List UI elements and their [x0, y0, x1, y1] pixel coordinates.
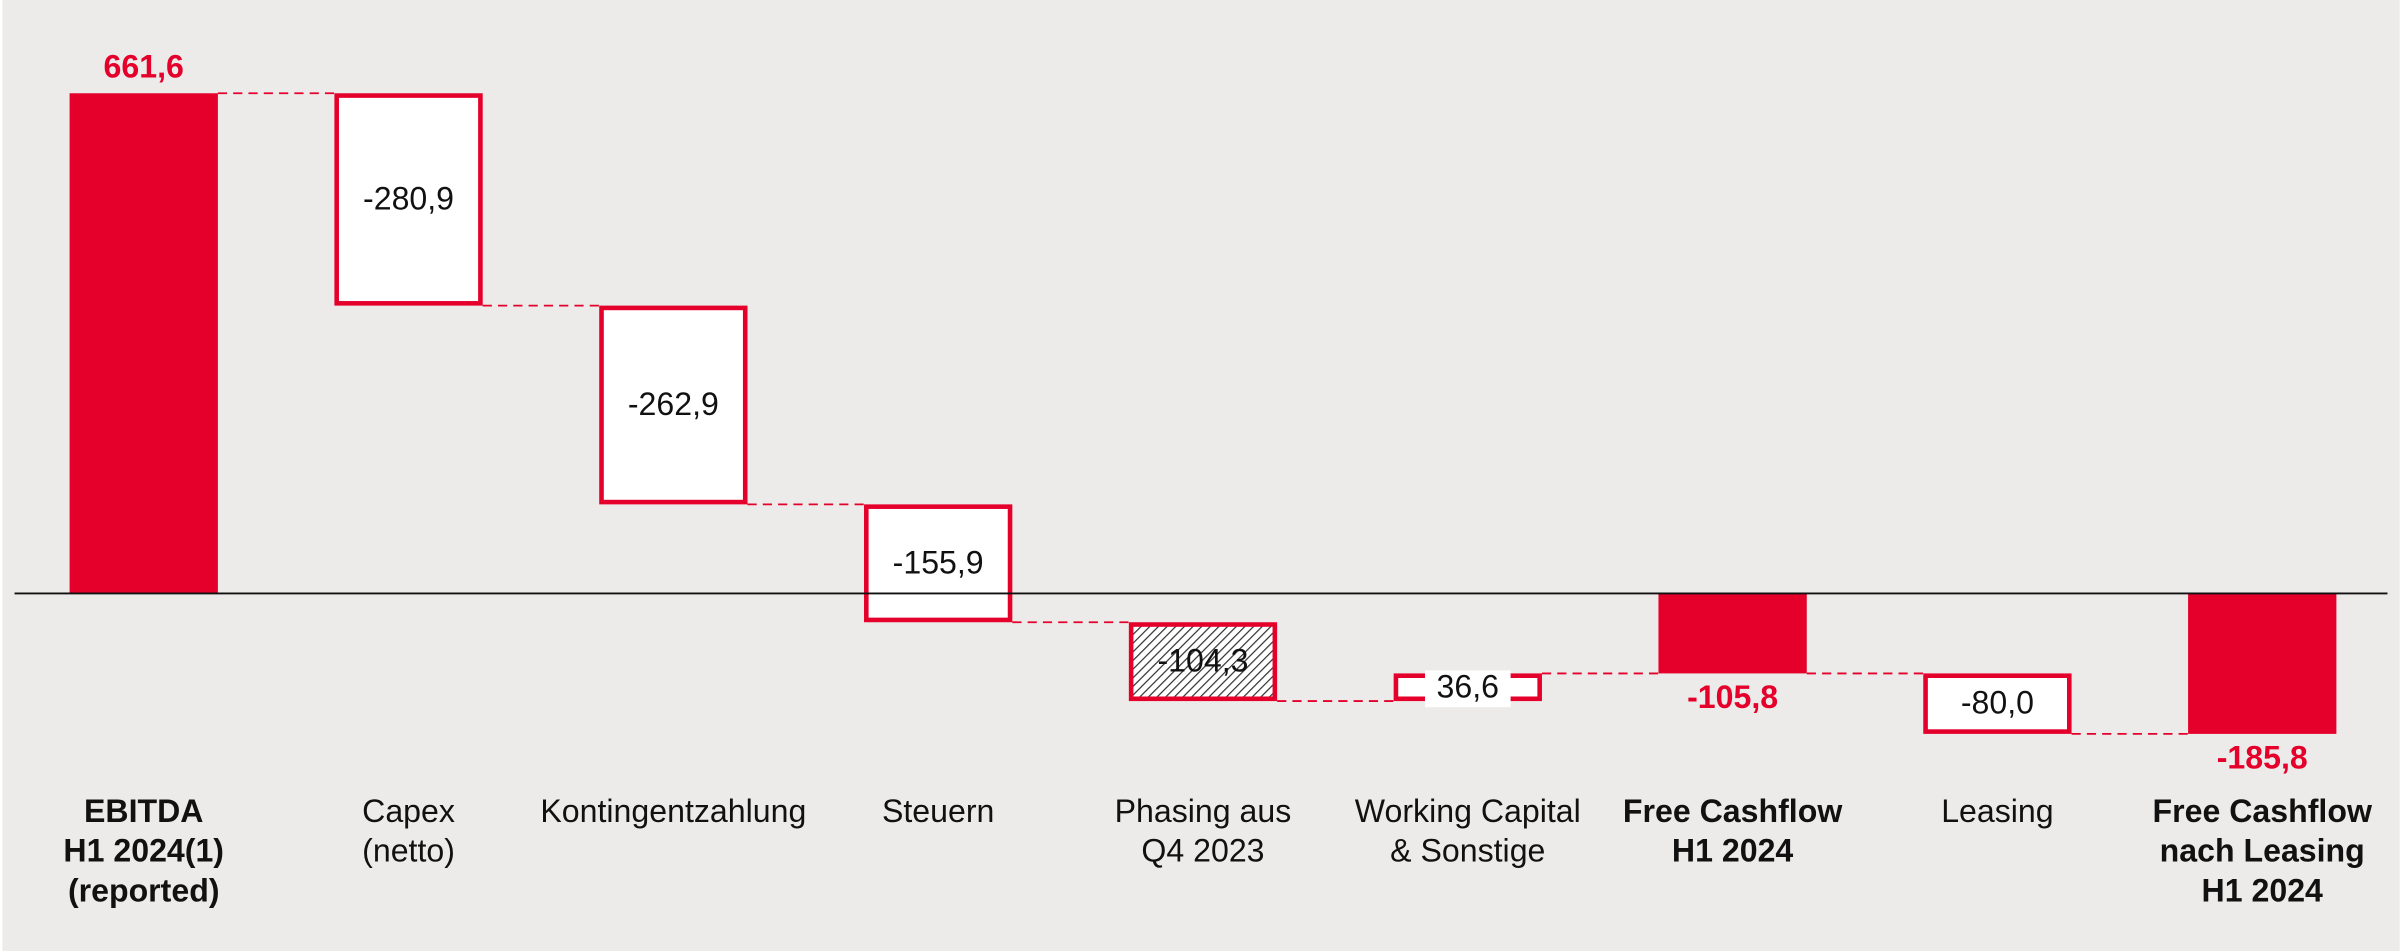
- category-label: Leasing: [1941, 793, 2053, 829]
- label-bg: [1424, 670, 1511, 708]
- category-label: Working Capital: [1355, 793, 1581, 829]
- category-label: (reported): [68, 872, 220, 908]
- category-label: H1 2024: [2202, 872, 2323, 908]
- total-bar: [69, 93, 218, 594]
- delta-bar: [599, 305, 748, 505]
- category-label: Phasing aus: [1115, 793, 1292, 829]
- category-label: & Sonstige: [1390, 833, 1545, 869]
- category-label: Steuern: [882, 793, 994, 829]
- value-label: -104,3: [1157, 643, 1248, 679]
- category-label: H1 2024(1): [63, 833, 224, 869]
- category-label: Free Cashflow: [1623, 793, 1843, 829]
- category-label: Free Cashflow: [2153, 793, 2373, 829]
- category-label: Capex: [362, 793, 455, 829]
- category-label: EBITDA: [84, 793, 203, 829]
- delta-bar: [334, 93, 483, 306]
- total-bar: [1658, 593, 1807, 674]
- value-label: -262,9: [628, 386, 719, 422]
- category-label: Kontingentzahlung: [540, 793, 806, 829]
- category-label: H1 2024: [1672, 833, 1793, 869]
- total-bar: [2188, 593, 2337, 734]
- value-label: -155,9: [893, 544, 984, 580]
- category-label: nach Leasing: [2160, 833, 2365, 869]
- value-label: 661,6: [104, 48, 184, 84]
- category-label: Q4 2023: [1141, 833, 1264, 869]
- delta-bar: [864, 504, 1013, 623]
- category-label: (netto): [362, 833, 455, 869]
- value-label: -80,0: [1961, 685, 2034, 721]
- value-label: 36,6: [1437, 668, 1499, 704]
- value-label: -185,8: [2217, 739, 2308, 775]
- delta-bar: [1923, 673, 2072, 734]
- value-label: -280,9: [363, 180, 454, 216]
- value-label: -105,8: [1687, 679, 1778, 715]
- delta-bar: [1128, 622, 1278, 702]
